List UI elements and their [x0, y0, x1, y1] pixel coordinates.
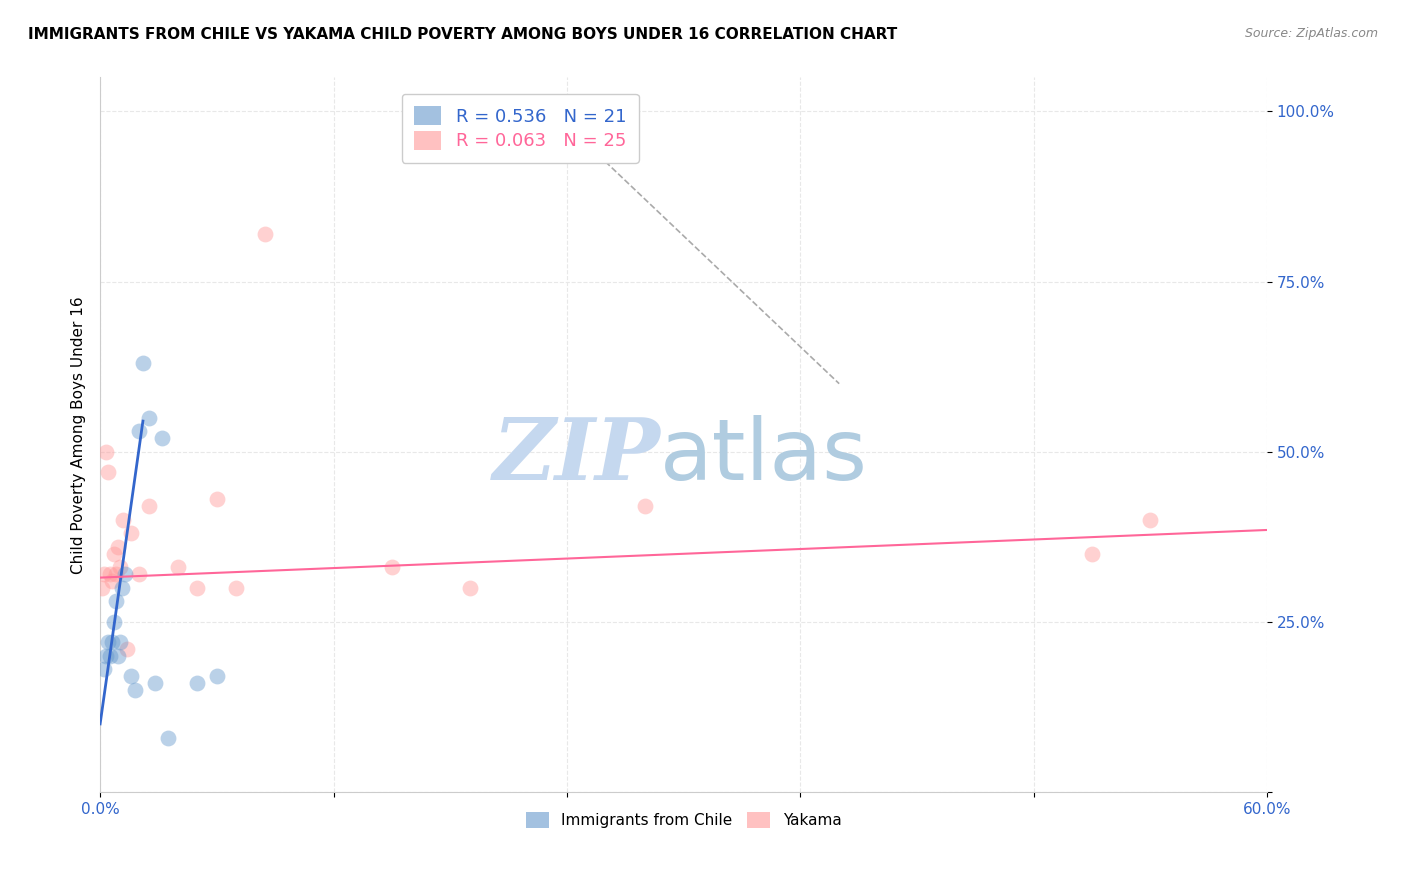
- Y-axis label: Child Poverty Among Boys Under 16: Child Poverty Among Boys Under 16: [72, 296, 86, 574]
- Point: [108, 560, 131, 574]
- Point: [103, 547, 125, 561]
- Point: [104, 594, 127, 608]
- Point: [117, 642, 139, 657]
- Point: [225, 581, 247, 595]
- Point: [132, 356, 155, 370]
- Point: [93, 567, 115, 582]
- Point: [98, 648, 121, 663]
- Point: [108, 635, 131, 649]
- Point: [186, 676, 208, 690]
- Point: [167, 560, 190, 574]
- Point: [205, 492, 228, 507]
- Point: [103, 615, 125, 629]
- Point: [205, 669, 228, 683]
- Point: [93, 663, 115, 677]
- Point: [101, 635, 124, 649]
- Point: [97, 465, 120, 479]
- Point: [110, 581, 132, 595]
- Point: [143, 676, 166, 690]
- Point: [112, 513, 135, 527]
- Point: [114, 567, 136, 582]
- Point: [94, 648, 117, 663]
- Text: Source: ZipAtlas.com: Source: ZipAtlas.com: [1244, 27, 1378, 40]
- Point: [381, 560, 404, 574]
- Point: [120, 669, 142, 683]
- Point: [97, 635, 120, 649]
- Point: [98, 567, 121, 582]
- Point: [186, 581, 208, 595]
- Point: [128, 567, 150, 582]
- Point: [128, 425, 150, 439]
- Point: [124, 682, 146, 697]
- Text: atlas: atlas: [661, 415, 869, 498]
- Point: [138, 410, 160, 425]
- Point: [254, 227, 277, 241]
- Point: [104, 567, 127, 582]
- Point: [1081, 547, 1104, 561]
- Point: [138, 499, 160, 513]
- Point: [107, 540, 129, 554]
- Point: [634, 499, 657, 513]
- Point: [150, 431, 173, 445]
- Point: [94, 444, 117, 458]
- Point: [120, 526, 142, 541]
- Point: [107, 648, 129, 663]
- Point: [458, 581, 481, 595]
- Point: [1139, 513, 1161, 527]
- Text: IMMIGRANTS FROM CHILE VS YAKAMA CHILD POVERTY AMONG BOYS UNDER 16 CORRELATION CH: IMMIGRANTS FROM CHILE VS YAKAMA CHILD PO…: [28, 27, 897, 42]
- Point: [157, 731, 180, 745]
- Text: ZIP: ZIP: [492, 415, 661, 498]
- Point: [91, 581, 114, 595]
- Point: [101, 574, 124, 588]
- Legend: Immigrants from Chile, Yakama: Immigrants from Chile, Yakama: [520, 806, 848, 834]
